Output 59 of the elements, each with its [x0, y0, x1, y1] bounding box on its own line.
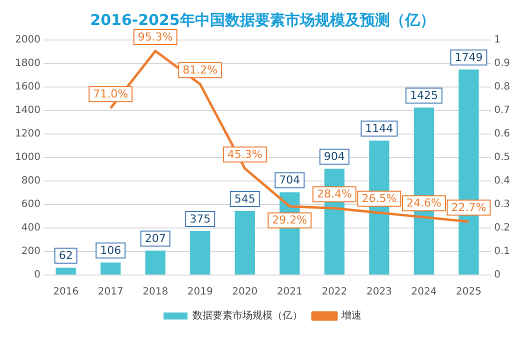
y-tick-label: 0	[34, 270, 40, 281]
data-label: 81.2%	[182, 64, 218, 77]
y-tick-label: 400	[21, 222, 40, 234]
y-tick-label: 800	[21, 176, 40, 187]
x-tick-label: 2018	[142, 286, 168, 298]
bar	[56, 268, 76, 274]
y-tick-label: 1800	[14, 58, 40, 70]
data-label: 45.3%	[227, 148, 262, 161]
bar	[100, 262, 121, 274]
y2-tick-label: 0.9	[494, 58, 510, 70]
y2-tick-label: 0	[494, 270, 500, 281]
y2-tick-label: 1	[494, 34, 500, 46]
data-label: 1425	[410, 88, 438, 102]
data-label: 28.4%	[316, 188, 352, 201]
legend-label: 增速	[340, 310, 362, 322]
x-tick-label: 2024	[411, 286, 437, 298]
bar	[190, 230, 210, 274]
x-tick-label: 2017	[98, 286, 124, 298]
data-label: 1749	[454, 50, 483, 64]
bar	[145, 250, 166, 274]
y2-tick-label: 0.4	[494, 176, 510, 187]
y2-tick-label: 0.7	[494, 105, 510, 116]
x-tick-label: 2019	[187, 286, 213, 298]
chart-title: 2016-2025年中国数据要素市场规模及预测（亿）	[90, 10, 435, 29]
data-label: 24.6%	[406, 196, 442, 210]
x-tick-label: 2016	[53, 286, 79, 298]
y2-tick-label: 0.5	[494, 152, 510, 164]
y2-tick-label: 0.3	[494, 199, 510, 210]
data-label: 207	[144, 232, 166, 246]
data-label: 71.0%	[93, 88, 128, 101]
y-tick-label: 600	[21, 199, 40, 210]
y-tick-label: 2000	[14, 34, 40, 46]
x-tick-label: 2021	[276, 286, 302, 298]
y2-tick-label: 0.6	[494, 128, 510, 140]
data-label: 22.7%	[451, 201, 486, 214]
data-label: 26.5%	[362, 192, 397, 206]
x-tick-label: 2023	[366, 286, 392, 298]
x-tick-label: 2022	[322, 286, 348, 298]
data-label: 95.3%	[138, 30, 173, 44]
data-label: 106	[100, 244, 122, 257]
x-tick-label: 2025	[456, 286, 482, 298]
data-label: 904	[324, 150, 345, 164]
y-tick-label: 1600	[14, 82, 40, 93]
data-label: 62	[58, 249, 73, 262]
data-label: 545	[234, 192, 256, 206]
y-tick-label: 1400	[14, 105, 40, 116]
legend-label: 数据要素市场规模（亿）	[192, 310, 302, 322]
y-tick-label: 1200	[14, 128, 40, 140]
y2-tick-label: 0.8	[494, 82, 510, 93]
data-label: 29.2%	[272, 214, 308, 227]
y2-tick-label: 0.1	[494, 246, 510, 258]
y-tick-label: 200	[21, 246, 40, 258]
y2-tick-label: 0.2	[494, 222, 510, 234]
bar	[234, 210, 255, 274]
data-label: 704	[279, 174, 300, 187]
x-tick-label: 2020	[232, 286, 258, 298]
y-tick-label: 1000	[14, 152, 40, 164]
data-label: 375	[190, 212, 211, 226]
data-label: 1144	[365, 122, 394, 135]
